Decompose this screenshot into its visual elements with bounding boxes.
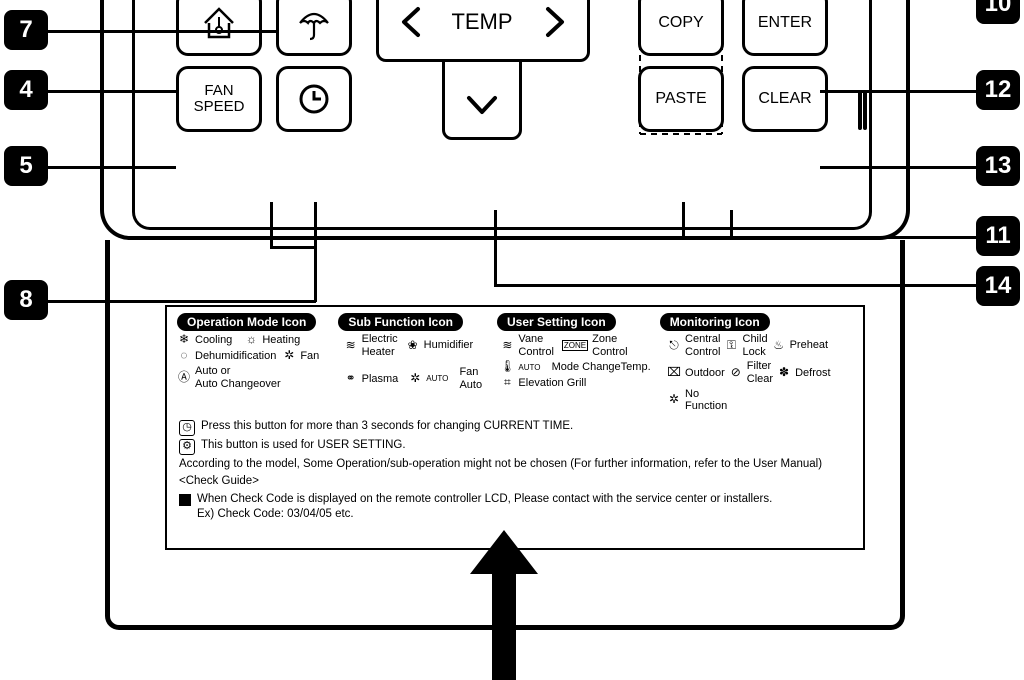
vane-icon: ≋ [500,339,514,353]
lead-11vb [730,210,733,238]
clock-glyph-icon: ◷ [179,420,195,436]
clock-icon [296,81,332,117]
diagram-stage: MODE FAN SPEED TEMP [0,0,1024,680]
lead-11va [682,202,685,238]
col-mon: ⎋Central Control ⚿Child Lock ♨Preheat ⌧O… [667,333,853,413]
bullet-icon [179,494,191,506]
note-3: According to the model, Some Operation/s… [179,457,822,473]
hdr-op: Operation Mode Icon [177,313,316,331]
lead-5 [48,166,176,169]
lead-14v [494,210,497,286]
zone-icon: ZONE [562,340,588,351]
callout-11: 11 [976,216,1020,256]
lead-12 [820,90,976,93]
filter-icon: ⊘ [729,366,743,380]
chevron-right-icon [542,5,568,39]
col-sub: ≋Electric Heater ❀Humidifier ⚭Plasma ✲AU… [344,333,491,413]
snowflake-icon: ❄ [177,333,191,347]
lock-icon: ⚿ [725,339,739,353]
umbrella-icon [294,3,334,43]
lead-8v [314,202,317,302]
keypad: MODE FAN SPEED TEMP [152,0,872,220]
plasma-icon: ⚭ [344,372,358,386]
dpad-down[interactable] [448,76,516,134]
enter-label: ENTER [758,15,812,32]
note-2: This button is used for USER SETTING. [201,438,406,454]
legend-card: Operation Mode Icon Sub Function Icon Us… [165,305,865,550]
drop-icon: ◌ [177,349,191,363]
lead-4 [48,90,176,93]
lead-11h [682,236,976,239]
callout-4: 4 [4,70,48,110]
col-op: ❄Cooling ☼Heating ◌Dehumidification ✲Fan… [177,333,334,413]
legend-headers: Operation Mode Icon Sub Function Icon Us… [167,307,863,333]
note-4: <Check Guide> [179,474,259,490]
lead-14h [494,284,976,287]
legend-notes: ◷ Press this button for more than 3 secon… [167,413,863,525]
outdoor-icon: ⌧ [667,366,681,380]
lead-7 [48,30,278,33]
note-6: Ex) Check Code: 03/04/05 etc. [197,508,354,520]
hdr-sub: Sub Function Icon [338,313,463,331]
hdr-user: User Setting Icon [497,313,616,331]
fan-speed-label: FAN SPEED [194,83,245,115]
callout-12: 12 [976,70,1020,110]
col-user: ≋Vane Control ZONEZone Control 🌡AUTO Mod… [500,333,657,413]
grill-icon: ⌗ [500,376,514,390]
clear-button[interactable]: CLEAR [742,66,828,132]
house-thermo-icon [199,3,239,43]
note-1: Press this button for more than 3 second… [201,419,573,435]
gear-glyph-icon: ⚙ [179,439,195,455]
auto-icon: Ⓐ [177,371,191,385]
hdr-mon: Monitoring Icon [660,313,770,331]
defrost-icon: ✽ [777,366,791,380]
callout-14: 14 [976,266,1020,306]
note-5: When Check Code is displayed on the remo… [197,493,772,505]
thermo-button[interactable] [176,0,262,56]
callout-7: 7 [4,10,48,50]
chevron-left-icon [398,5,424,39]
fan-icon: ✲ [282,349,296,363]
heater-icon: ≋ [344,339,358,353]
preheat-icon: ♨ [772,339,786,353]
enter-button[interactable]: ENTER [742,0,828,56]
dpad-left[interactable] [382,0,440,56]
humidifier-icon: ❀ [406,339,420,353]
dpad-center-label: TEMP [448,0,516,44]
dpad-right[interactable] [526,0,584,56]
callout-5: 5 [4,146,48,186]
lead-col2h [270,246,316,249]
callout-10: 10 [976,0,1020,24]
legend-columns: ❄Cooling ☼Heating ◌Dehumidification ✲Fan… [167,333,863,413]
clock-button[interactable] [276,66,352,132]
central-icon: ⎋ [667,339,681,353]
modetemp-icon: 🌡 [500,360,514,374]
clear-label: CLEAR [758,91,811,108]
callout-8: 8 [4,280,48,320]
chevron-down-icon [465,92,499,118]
copy-paste-bracket [628,0,734,144]
lead-col2v [270,202,273,248]
big-arrow-icon [464,530,544,680]
lead-8h [48,300,316,303]
fan-speed-button[interactable]: FAN SPEED [176,66,262,132]
nofunc-icon: ✲ [667,393,681,407]
umbrella-button[interactable] [276,0,352,56]
sun-icon: ☼ [244,333,258,347]
callout-13: 13 [976,146,1020,186]
fanauto-icon: ✲ [408,372,422,386]
lead-13 [820,166,976,169]
